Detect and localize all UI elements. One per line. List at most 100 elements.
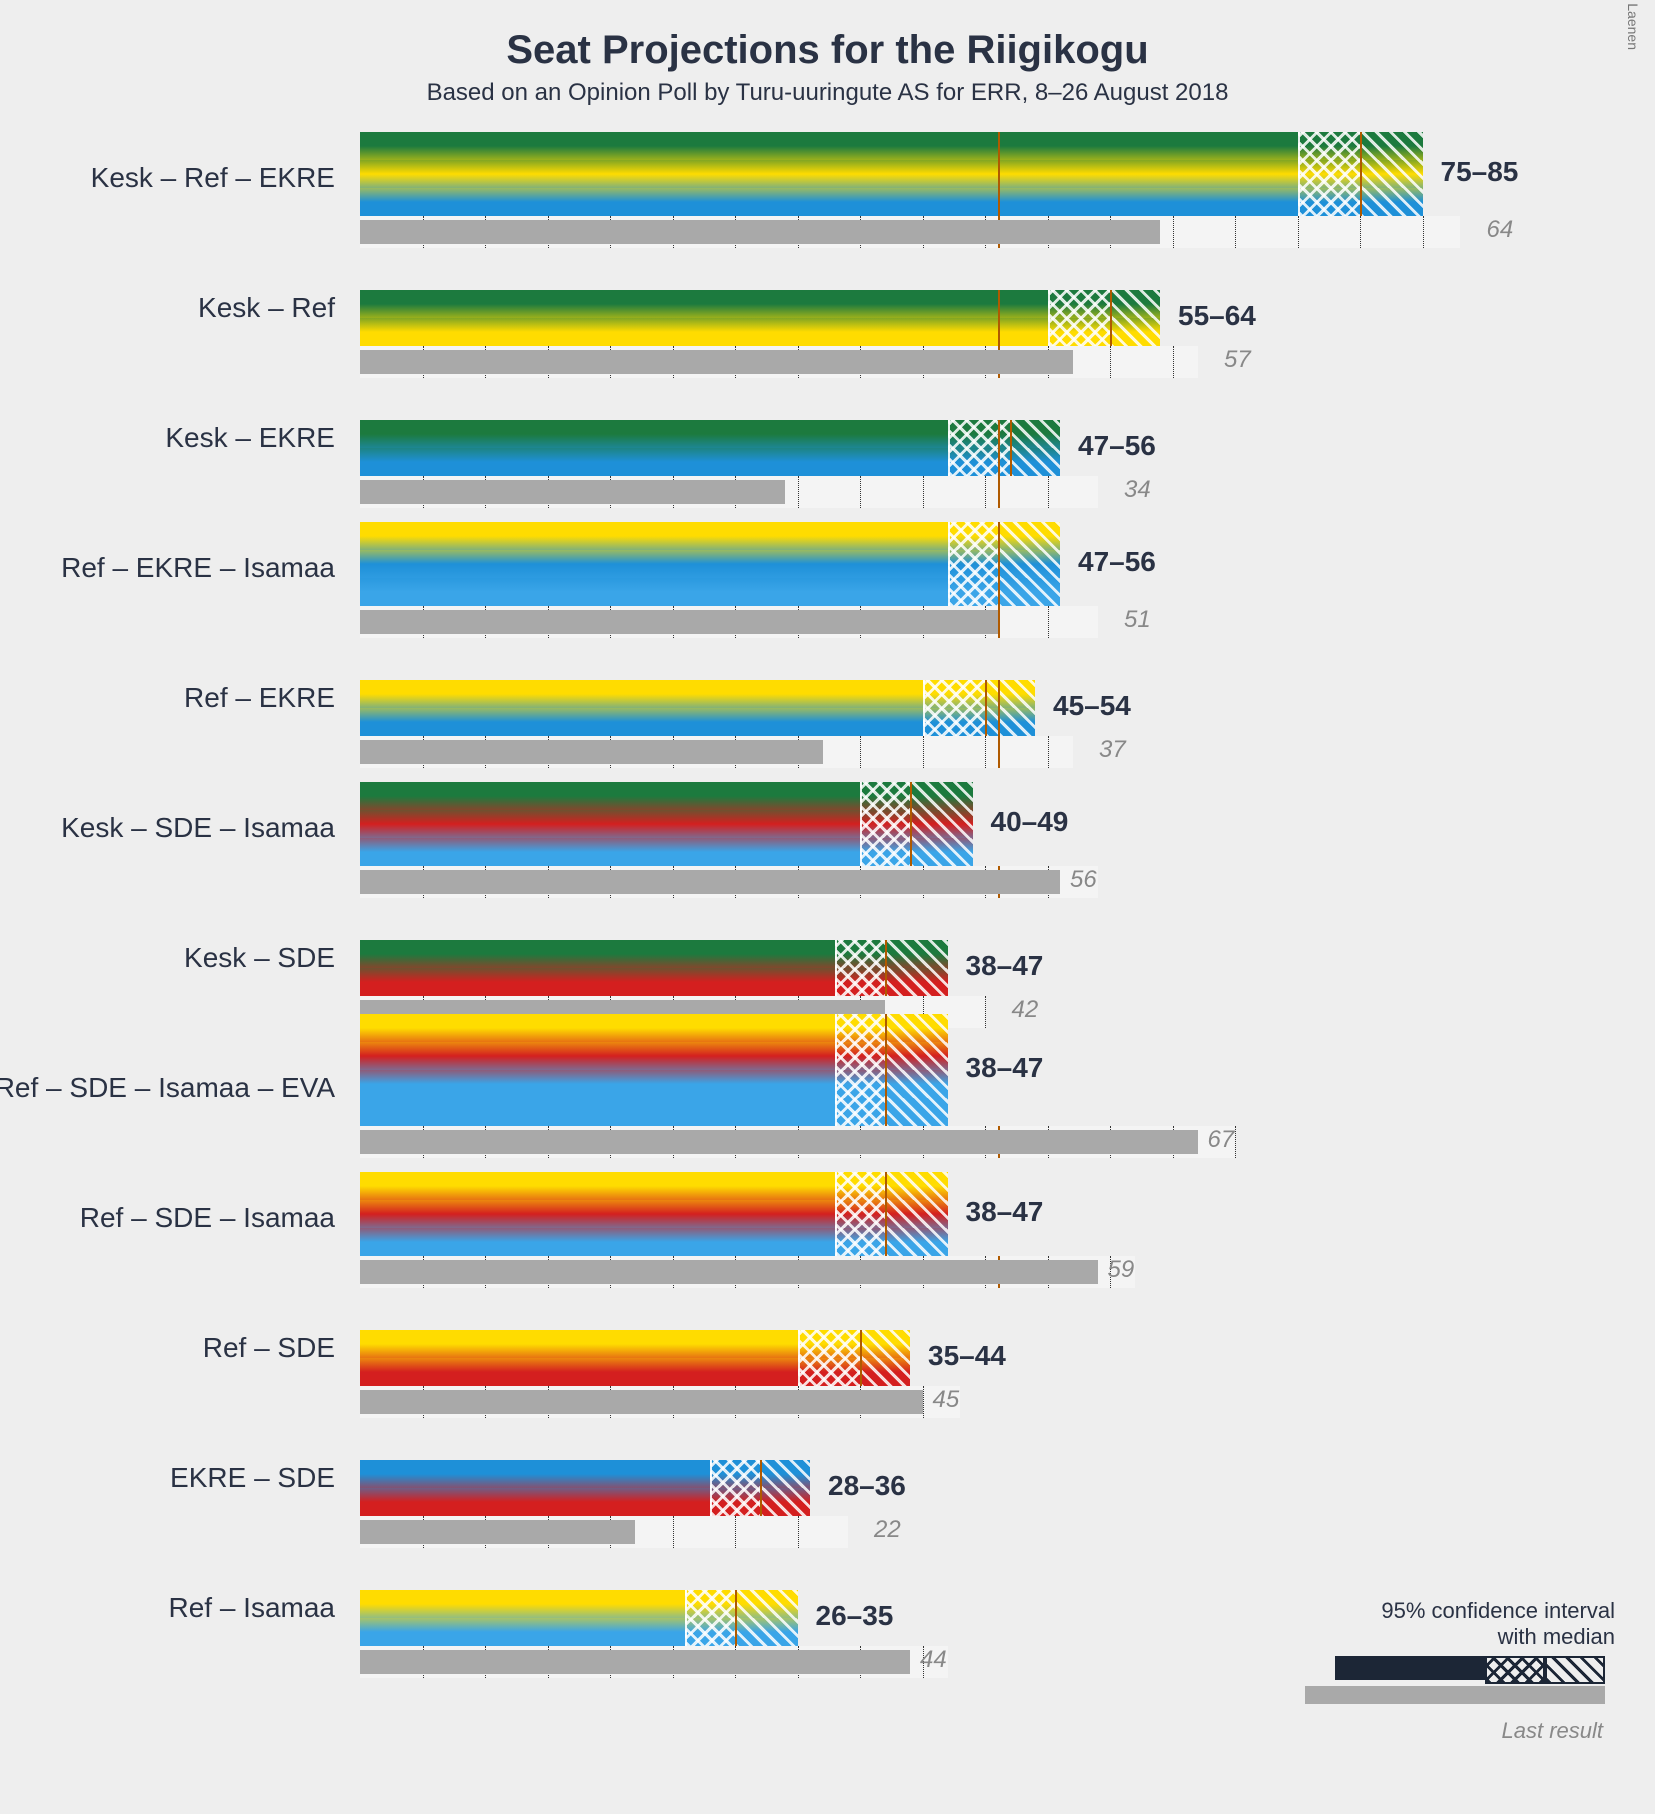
median-tick (885, 1070, 887, 1098)
axis-tick (923, 1386, 924, 1418)
ci-cross-hatch (860, 838, 912, 866)
ci-diag-hatch (1110, 290, 1160, 318)
last-result-bar (360, 740, 823, 764)
bars-area: 45–54 37 (360, 650, 1460, 780)
axis-tick (798, 476, 799, 508)
axis-tick (1048, 736, 1049, 768)
median-tick (1010, 420, 1012, 448)
last-result-label: 42 (1012, 996, 1039, 1024)
last-result-label: 34 (1124, 476, 1151, 504)
ci-cross-hatch (948, 578, 1000, 606)
range-label: 26–35 (816, 1600, 894, 1632)
ci-diag-hatch (885, 1070, 948, 1098)
ci-diag-hatch (760, 1460, 810, 1488)
ci-cross-hatch (948, 522, 1000, 550)
median-tick (985, 708, 987, 736)
axis-tick (860, 736, 861, 768)
coalition-label: Kesk – Ref (198, 292, 335, 324)
ci-diag-hatch (735, 1590, 798, 1618)
ci-diag-hatch (885, 940, 948, 968)
axis-majority-tick (998, 476, 1000, 508)
ci-cross-hatch (835, 1070, 887, 1098)
ci-cross-hatch (835, 1200, 887, 1228)
ci-diag-hatch (1010, 420, 1060, 448)
chart-title: Seat Projections for the Riigikogu (0, 0, 1655, 73)
range-label: 35–44 (928, 1340, 1006, 1372)
coalition-row: Kesk – Ref – EKRE75–8564 (0, 130, 1655, 260)
axis-tick (923, 736, 924, 768)
axis-tick (985, 996, 986, 1028)
range-label: 55–64 (1178, 300, 1256, 332)
median-tick (885, 940, 887, 968)
range-label: 47–56 (1078, 430, 1156, 462)
majority-line (998, 680, 1000, 736)
chart-area: Kesk – Ref – EKRE75–8564 Kesk – Ref 55–64 5… (0, 130, 1655, 1690)
ci-diag-hatch (860, 1330, 910, 1358)
median-tick (985, 680, 987, 708)
majority-line (998, 522, 1000, 606)
ci-diag-hatch (910, 810, 973, 838)
median-tick (1360, 160, 1362, 188)
ci-diag-hatch (998, 578, 1061, 606)
last-result-label: 67 (1208, 1126, 1235, 1154)
axis-tick (1423, 216, 1424, 248)
median-tick (885, 968, 887, 996)
legend-cross-swatch (1485, 1656, 1545, 1684)
range-label: 38–47 (966, 1196, 1044, 1228)
axis-tick (923, 476, 924, 508)
axis-tick (1360, 216, 1361, 248)
ci-cross-hatch (948, 550, 1000, 578)
coalition-label: Ref – SDE – Isamaa (80, 1202, 335, 1234)
majority-line (998, 420, 1000, 476)
last-result-label: 22 (874, 1516, 901, 1544)
median-tick (885, 1228, 887, 1256)
last-result-label: 59 (1108, 1256, 1135, 1284)
bars-area: 35–4445 (360, 1300, 1460, 1430)
coalition-row: Ref – EKRE – Isamaa47–5651 (0, 520, 1655, 650)
axis-tick (735, 1516, 736, 1548)
range-label: 28–36 (828, 1470, 906, 1502)
last-result-label: 57 (1224, 346, 1251, 374)
last-result-bar (360, 220, 1160, 244)
coalition-row: Kesk – SDE – Isamaa40–4956 (0, 780, 1655, 910)
median-tick (910, 838, 912, 866)
median-tick (910, 782, 912, 810)
ci-diag-hatch (985, 708, 1035, 736)
axis-majority-tick (998, 606, 1000, 638)
ci-cross-hatch (1048, 290, 1113, 318)
coalition-label: Ref – SDE – Isamaa – EVA (0, 1072, 335, 1104)
axis-tick (1235, 216, 1236, 248)
last-result-label: 51 (1124, 606, 1151, 634)
ci-diag-hatch (1110, 318, 1160, 346)
ci-diag-hatch (860, 1358, 910, 1386)
bars-area: 38–4767 (360, 1040, 1460, 1170)
median-tick (760, 1460, 762, 1488)
ci-cross-hatch (835, 940, 887, 968)
ci-diag-hatch (885, 1200, 948, 1228)
bars-area: 28–36 22 (360, 1430, 1460, 1560)
party-band (360, 318, 1160, 346)
page-root: Seat Projections for the Riigikogu Based… (0, 0, 1655, 1814)
ci-diag-hatch (998, 550, 1061, 578)
median-tick (1360, 188, 1362, 216)
coalition-row: Kesk – EKRE 47–56 34 (0, 390, 1655, 520)
coalition-label: Kesk – EKRE (165, 422, 335, 454)
last-result-bar (360, 1520, 635, 1544)
coalition-row: Ref – SDE35–4445 (0, 1300, 1655, 1430)
range-label: 38–47 (966, 950, 1044, 982)
ci-cross-hatch (710, 1460, 762, 1488)
axis-tick (798, 1516, 799, 1548)
axis-tick (1298, 216, 1299, 248)
range-label: 40–49 (991, 806, 1069, 838)
median-tick (885, 1098, 887, 1126)
range-label: 45–54 (1053, 690, 1131, 722)
copyright-text: © 2018 Filip van Laenen (1625, 0, 1641, 50)
last-result-bar (360, 1390, 923, 1414)
last-result-label: 37 (1099, 736, 1126, 764)
axis-tick (985, 736, 986, 768)
coalition-label: Kesk – SDE (184, 942, 335, 974)
axis-tick (985, 476, 986, 508)
ci-cross-hatch (835, 1014, 887, 1042)
ci-diag-hatch (885, 968, 948, 996)
legend-last-row (1255, 1682, 1615, 1716)
